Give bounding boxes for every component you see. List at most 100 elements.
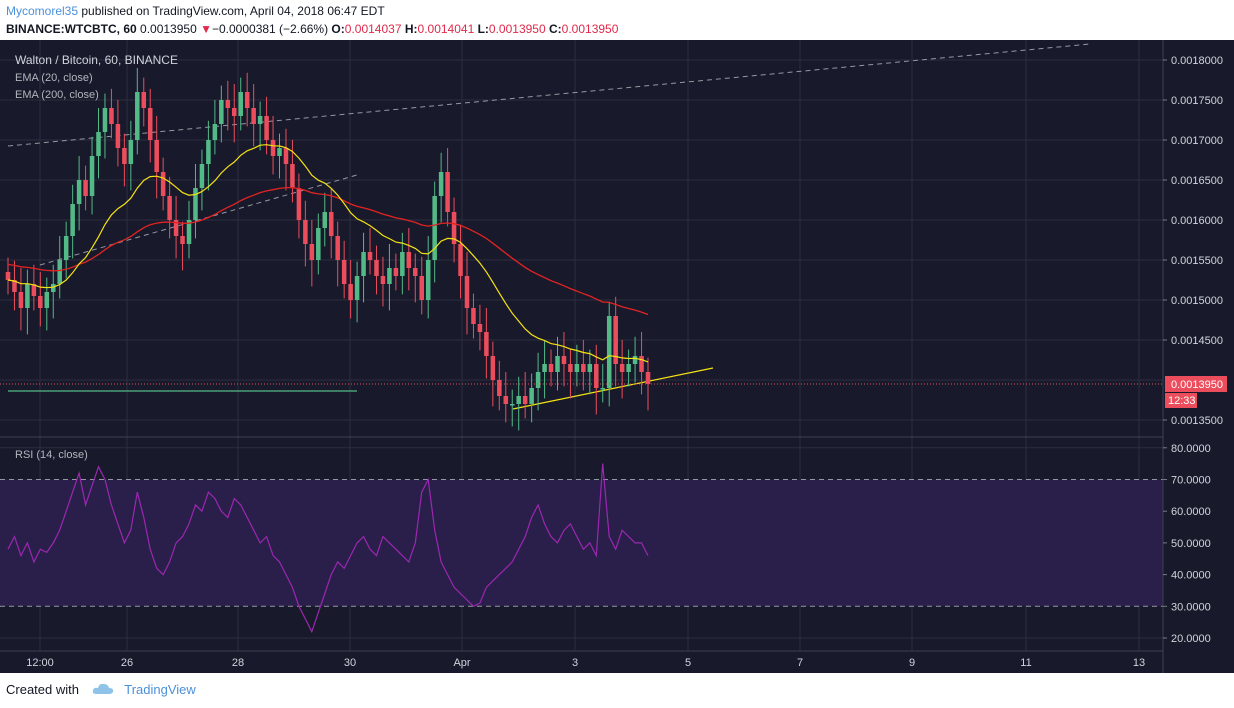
rsi-line: [7, 463, 649, 634]
rsi-tick-label: 60.0000: [1171, 506, 1211, 518]
candle-body: [419, 276, 424, 300]
rsi-levels: [0, 479, 1163, 607]
candle-body: [128, 140, 134, 164]
price-tick-label: 0.0015000: [1171, 295, 1223, 307]
candle-body: [354, 276, 360, 300]
candle-body: [458, 244, 463, 276]
rsi-tick-label: 80.0000: [1171, 443, 1211, 455]
rsi-tick-label: 40.0000: [1171, 570, 1211, 582]
candle-body: [264, 116, 269, 140]
time-tick-label: 5: [685, 657, 691, 669]
candle-body: [141, 92, 147, 108]
candle-body: [451, 212, 457, 244]
open-value: 0.0014037: [344, 22, 402, 36]
candle-body: [471, 308, 476, 324]
candle-body: [238, 92, 243, 116]
ema-20-line: [7, 144, 649, 363]
candle-body: [303, 220, 308, 244]
legend-title: Walton / Bitcoin, 60, BINANCE: [15, 53, 178, 67]
price-axis[interactable]: 0.0018000 0.0017500 0.0017000 0.0016500 0.00…: [1163, 55, 1223, 427]
author-link[interactable]: Mycomorel35: [6, 4, 79, 18]
candle-body: [581, 364, 586, 372]
candle-body: [555, 356, 560, 372]
candle-body: [445, 172, 450, 212]
candle-body: [12, 280, 17, 292]
rsi-tick-label: 30.0000: [1171, 601, 1211, 613]
candle-body: [497, 380, 502, 396]
time-tick-label: 30: [344, 657, 356, 669]
candle-body: [283, 148, 289, 164]
candle-body: [38, 296, 43, 308]
candle-body: [367, 252, 373, 260]
candle-body: [387, 268, 392, 284]
legend-ema200: EMA (200, close): [15, 89, 99, 101]
candle-body: [380, 276, 386, 284]
chart-canvas[interactable]: 0.0013950 12:33 0.0018000 0.0017500 0.00170…: [0, 40, 1234, 673]
candle-body: [587, 364, 593, 372]
candle-body: [413, 268, 418, 276]
time-tick-label: 12:00: [26, 657, 54, 669]
legend-ema20: EMA (20, close): [15, 72, 93, 84]
candle-body: [180, 236, 185, 244]
candle-body: [244, 92, 250, 108]
time-tick-label: 26: [121, 657, 133, 669]
candle-body: [160, 172, 166, 196]
candle-body: [335, 236, 340, 260]
candle-body: [5, 272, 11, 280]
candle-body: [606, 316, 612, 388]
time-tick-label: 7: [797, 657, 803, 669]
candle-body: [25, 284, 30, 308]
candle-body: [102, 108, 108, 132]
change-value: −0.0000381 (−2.66%): [211, 22, 329, 36]
last-price-tag-text: 0.0013950: [1171, 379, 1223, 391]
candle-body: [374, 260, 379, 276]
candle-body: [167, 196, 172, 220]
price-tick-label: 0.0018000: [1171, 55, 1223, 67]
candle-body: [516, 396, 521, 404]
rsi-tick-label: 20.0000: [1171, 633, 1211, 645]
tradingview-brand[interactable]: TradingView: [124, 682, 196, 697]
rsi-band: [0, 479, 1163, 607]
candle-body: [542, 364, 547, 372]
created-with-text: Created with: [6, 682, 79, 697]
time-tick-label: 3: [572, 657, 578, 669]
time-axis[interactable]: 12:00 26 28 30 Apr 3 5 7 9 11 13: [26, 657, 1145, 669]
open-label: O:: [331, 22, 345, 36]
low-value: 0.0013950: [488, 22, 546, 36]
candle-body: [206, 140, 211, 164]
candle-body: [212, 124, 218, 140]
candle-body: [309, 244, 315, 260]
price-tick-label: 0.0016000: [1171, 215, 1223, 227]
candle-body: [393, 268, 399, 276]
candle-body: [173, 220, 179, 236]
candle-body: [400, 252, 405, 276]
price-tick-label: 0.0017000: [1171, 135, 1223, 147]
candles: [5, 68, 651, 431]
time-tick-label: 11: [1020, 657, 1031, 669]
candle-body: [31, 284, 37, 296]
price-tick-label: 0.0017500: [1171, 95, 1223, 107]
candle-body: [199, 164, 205, 188]
time-tick-label: 28: [232, 657, 244, 669]
candle-body: [594, 364, 599, 388]
legend-rsi: RSI (14, close): [15, 449, 88, 461]
candle-body: [484, 332, 489, 356]
ohlc-line: BINANCE:WTCBTC, 60 0.0013950 ▼−0.0000381…: [6, 22, 618, 36]
candle-body: [632, 356, 638, 364]
candle-body: [232, 108, 237, 116]
close-value: 0.0013950: [561, 22, 619, 36]
rsi-axis[interactable]: 80.0000 70.0000 60.0000 50.0000 40.0000 30.00…: [1163, 443, 1211, 645]
rsi-tick-label: 70.0000: [1171, 475, 1211, 487]
candle-body: [432, 196, 437, 260]
candle-body: [257, 116, 263, 124]
candle-body: [438, 172, 444, 196]
candle-body: [626, 364, 631, 372]
candle-body: [316, 228, 321, 260]
candle-body: [548, 364, 554, 372]
symbol-label: BINANCE:WTCBTC, 60: [6, 22, 137, 36]
last-price: 0.0013950: [140, 22, 197, 36]
candle-body: [277, 148, 282, 156]
price-tick-label: 0.0013500: [1171, 415, 1223, 427]
candle-body: [154, 140, 159, 172]
time-tick-label: 13: [1133, 657, 1145, 669]
